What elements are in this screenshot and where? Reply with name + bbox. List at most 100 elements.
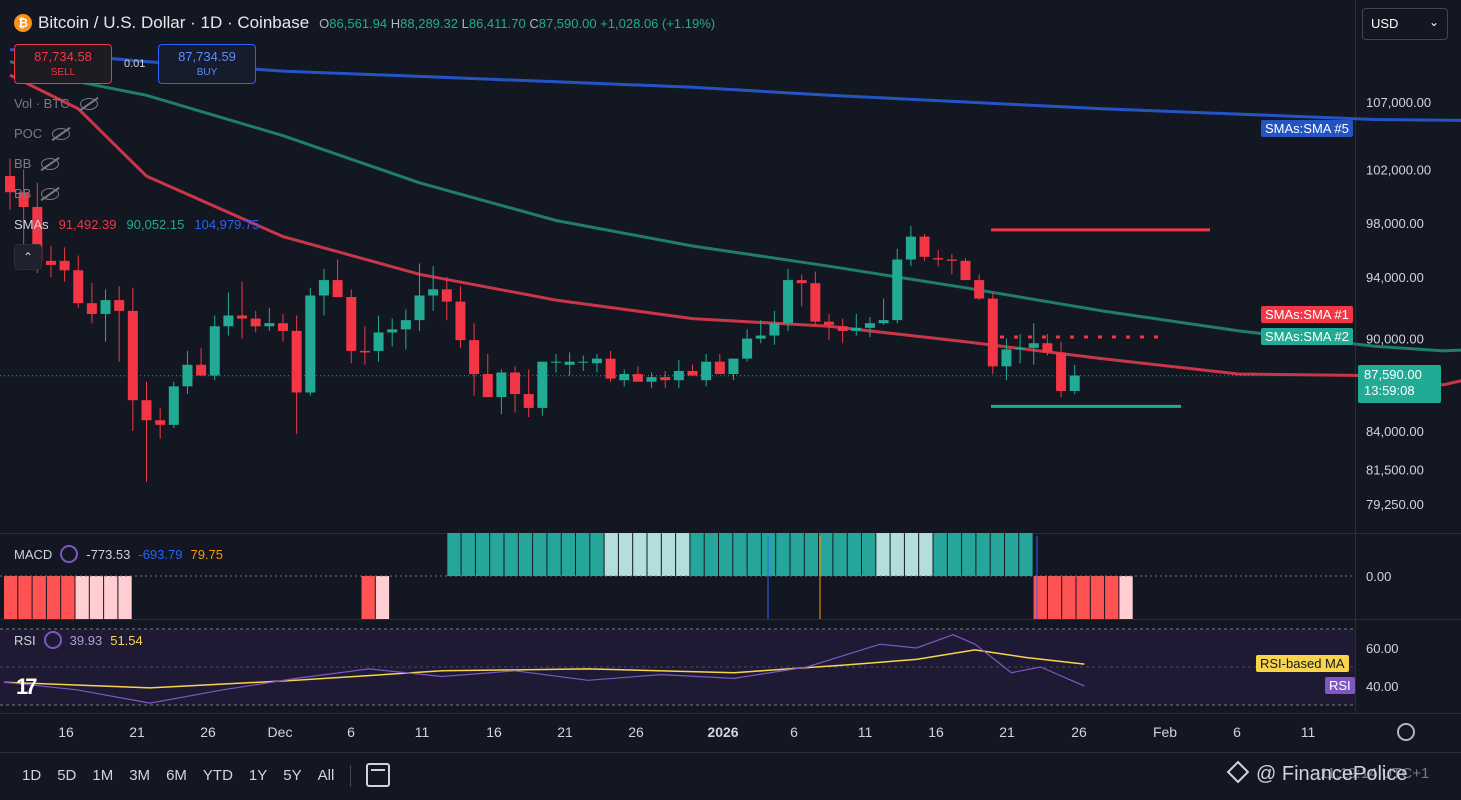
indicator-vol[interactable]: Vol · BTC [14, 96, 98, 111]
range-buttons: 1D 5D 1M 3M 6M YTD 1Y 5Y All [22, 767, 334, 784]
candle-body [660, 377, 671, 381]
candle-body [851, 327, 862, 331]
bottom-toolbar: 1D 5D 1M 3M 6M YTD 1Y 5Y All 11:19:14 UT… [0, 752, 1461, 800]
macd-histogram-bar [104, 576, 118, 619]
macd-histogram-bar [89, 576, 104, 619]
range-5y[interactable]: 5Y [283, 767, 302, 784]
macd-settings-icon[interactable] [60, 545, 79, 563]
macd-histogram-bar [661, 533, 676, 576]
range-all[interactable]: All [317, 767, 335, 784]
rsi-label: RSI [14, 632, 36, 648]
macd-histogram-bar [904, 533, 919, 576]
macd-histogram-bar [933, 533, 947, 576]
low-value: 86,411.70 [468, 15, 526, 31]
rsi-ma-value: 51.54 [110, 632, 143, 648]
candle-body [673, 370, 684, 381]
indicator-bb-2[interactable]: BB [14, 186, 60, 201]
candle-body [905, 236, 916, 260]
candle-body [264, 323, 275, 327]
macd-histogram-bar [32, 576, 46, 619]
macd-histogram-bar [1105, 576, 1119, 619]
macd-histogram-bar [1005, 533, 1019, 576]
time-axis-label: 21 [129, 724, 145, 740]
eye-hidden-icon[interactable] [79, 97, 98, 110]
range-3m[interactable]: 3M [129, 767, 151, 784]
rsi-settings-icon[interactable] [43, 631, 62, 649]
time-axis-label: 11 [415, 724, 430, 740]
candle-body [114, 300, 125, 311]
candle-body [551, 361, 561, 363]
open-value: 86,561.94 [329, 15, 388, 31]
macd-histogram-bar [847, 533, 861, 576]
range-6m[interactable]: 6M [166, 767, 187, 784]
symbol-header[interactable]: ₿ Bitcoin / U.S. Dollar · 1D · Coinbase … [14, 12, 715, 34]
macd-value-2: -693.79 [138, 546, 183, 562]
macd-histogram-bar [876, 533, 890, 576]
candle-body [318, 280, 329, 296]
sma-slow-line [9, 48, 1461, 122]
range-1d[interactable]: 1D [22, 767, 42, 784]
candle-body [714, 361, 725, 375]
candle-body [455, 301, 466, 341]
candle-body [523, 394, 534, 408]
bitcoin-icon: ₿ [14, 14, 32, 32]
macd-histogram-bar [976, 533, 990, 576]
candle-body [469, 340, 480, 375]
toolbar-divider [350, 765, 351, 787]
sell-button[interactable]: 87,734.58 SELL [14, 44, 112, 84]
range-5d[interactable]: 5D [57, 767, 77, 784]
candle-body [32, 207, 43, 261]
price-tick-label: 90,000.00 [1366, 332, 1424, 347]
candle-body [632, 374, 643, 382]
macd-legend[interactable]: MACD -773.53 -693.79 79.75 [14, 545, 223, 563]
gear-icon[interactable] [1397, 723, 1415, 741]
indicator-poc[interactable]: POC [14, 126, 71, 141]
macd-histogram-bar [490, 533, 504, 576]
indicator-smas[interactable]: SMAs 91,492.39 90,052.15 104,979.75 [14, 217, 259, 232]
candle-body [168, 386, 179, 425]
macd-histogram-bar [962, 533, 976, 576]
candle-body [1069, 375, 1080, 391]
macd-histogram-bar [1090, 576, 1105, 619]
rsi-legend[interactable]: RSI 39.93 51.54 [14, 631, 143, 649]
candle-body [864, 323, 875, 328]
macd-histogram-bar [590, 533, 604, 576]
indicator-bb-1[interactable]: BB [14, 156, 60, 171]
range-ytd[interactable]: YTD [202, 767, 233, 784]
watermark-text: @ FinancePolice [1256, 763, 1408, 785]
macd-histogram-bar [561, 533, 575, 576]
calendar-icon[interactable] [366, 763, 390, 787]
chart-canvas[interactable]: 107,000.00 102,000.00 98,000.00 94,000.00 90… [0, 0, 1461, 752]
candle-body [742, 338, 753, 359]
clock-readout[interactable]: 11:19:14 UTC+1 [1320, 765, 1430, 782]
buy-button[interactable]: 87,734.59 BUY [158, 44, 256, 84]
rsi-ma-axis-tag: RSI-based MA [1256, 655, 1349, 672]
candle-body [18, 192, 29, 208]
macd-value-3: 79.75 [190, 546, 224, 562]
price-tick-label: 81,500.00 [1366, 463, 1424, 478]
time-axis-label: 21 [999, 724, 1015, 740]
macd-histogram-bar [576, 533, 590, 576]
candle-body [878, 320, 889, 324]
time-axis-label: Feb [1153, 724, 1177, 740]
time-axis-label: 2026 [707, 724, 738, 740]
currency-select[interactable]: USD ⌄ [1362, 8, 1448, 40]
price-tick-label: 84,000.00 [1366, 424, 1424, 439]
rsi-ma-line [3, 649, 1085, 689]
eye-hidden-icon[interactable] [52, 127, 71, 140]
macd-histogram-bar [990, 533, 1004, 576]
spread-value: 0.01 [124, 58, 146, 70]
eye-hidden-icon[interactable] [41, 157, 60, 170]
collapse-legend-button[interactable]: ⌃ [14, 244, 42, 270]
range-1y[interactable]: 1Y [248, 767, 268, 784]
time-axis-label: 11 [1301, 724, 1316, 740]
sma3-value: 104,979.75 [194, 217, 260, 232]
rsi-value: 39.93 [69, 632, 103, 648]
time-axis-label: Dec [268, 724, 293, 740]
candle-body [373, 332, 384, 351]
eye-hidden-icon[interactable] [41, 187, 60, 200]
rsi-tick-60: 60.00 [1366, 641, 1399, 656]
candle-body [100, 300, 111, 314]
candle-body [414, 295, 425, 321]
range-1m[interactable]: 1M [92, 767, 114, 784]
